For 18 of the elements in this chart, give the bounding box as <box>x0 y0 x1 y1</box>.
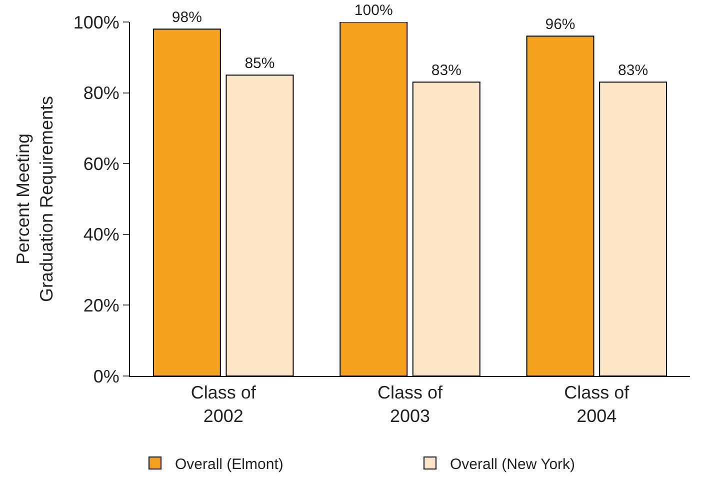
y-axis-title: Percent Meeting Graduation Requirements <box>13 96 57 302</box>
legend-label: Overall (New York) <box>450 456 576 473</box>
data-label: 85% <box>244 55 275 72</box>
y-tick-label: 80% <box>83 83 120 104</box>
data-label: 83% <box>431 62 462 80</box>
y-tick-label: 0% <box>93 366 120 386</box>
y-tick-label: 20% <box>83 296 120 316</box>
x-tick-label: Class of 2003 <box>377 382 444 426</box>
y-tick-label: 40% <box>83 224 120 245</box>
x-tick-label: Class of 2002 <box>190 382 257 426</box>
y-tick-label: 100% <box>73 12 120 32</box>
data-label: 98% <box>172 9 202 26</box>
data-label: 96% <box>545 16 576 34</box>
data-label: 100% <box>354 2 393 19</box>
y-tick-label: 60% <box>83 154 120 174</box>
legend-label: Overall (Elmont) <box>175 456 284 473</box>
data-label: 83% <box>618 62 648 80</box>
x-tick-label: Class of 2004 <box>564 382 630 426</box>
